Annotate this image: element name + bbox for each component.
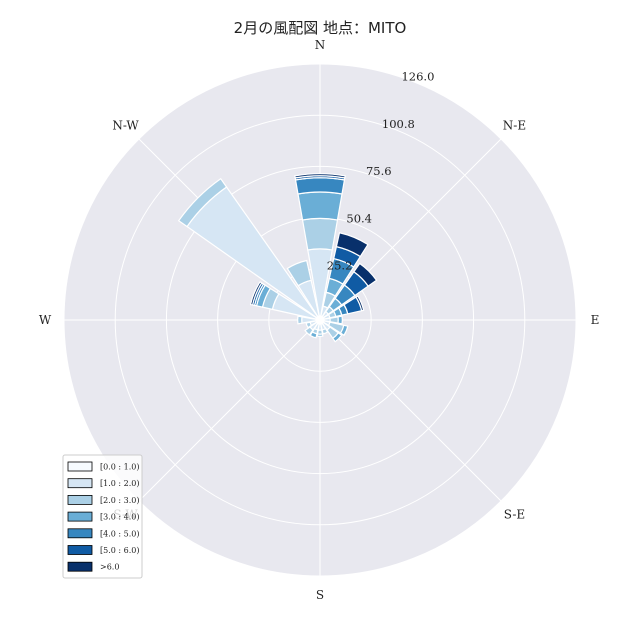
legend-swatch — [67, 561, 93, 572]
radial-tick-label: 75.6 — [366, 164, 392, 178]
legend-label: [5.0 : 6.0) — [100, 546, 139, 555]
bar-SSW-bin-3 — [309, 331, 318, 339]
bar-NE-bin-6 — [353, 262, 378, 287]
chart-title: 2月の風配図 地点：MITO — [234, 19, 407, 37]
direction-label-w: W — [39, 313, 52, 327]
direction-label-n-e: N-E — [503, 119, 526, 133]
legend-swatch — [67, 461, 93, 472]
legend-swatch — [67, 528, 93, 539]
direction-label-s-e: S-E — [504, 507, 525, 521]
legend-swatch — [67, 494, 93, 505]
legend-swatch — [67, 545, 93, 555]
radial-tick-label: 126.0 — [401, 69, 434, 83]
legend-label: [3.0 : 4.0) — [100, 513, 139, 522]
legend-label: [2.0 : 3.0) — [100, 496, 139, 505]
bar-S-bin-3 — [316, 333, 324, 337]
bar-N-bin-4 — [294, 177, 346, 195]
direction-label-e: E — [591, 313, 600, 327]
bar-E-bin-3 — [337, 315, 343, 325]
legend-label: >6.0 — [100, 563, 119, 572]
direction-label-n-w: N-W — [112, 119, 139, 133]
direction-label-n: N — [315, 38, 326, 52]
legend-swatch — [67, 478, 93, 489]
legend-label: [4.0 : 5.0) — [100, 529, 139, 538]
bar-WSW-bin-2 — [305, 321, 313, 329]
radial-tick-label: 100.8 — [382, 117, 415, 131]
legend-label: [1.0 : 2.0) — [100, 479, 139, 488]
bar-SSE-bin-2 — [321, 327, 329, 335]
bar-WNW-bin-6 — [249, 281, 263, 306]
angular-gridline — [138, 319, 321, 502]
legend-swatch — [67, 511, 93, 522]
bar-ESE-bin-3 — [339, 324, 349, 337]
bar-N-bin-6 — [294, 173, 346, 179]
legend-label: [0.0 : 1.0) — [100, 463, 139, 472]
bar-NNW-bin-2 — [286, 259, 312, 287]
bar-W-bin-2 — [297, 315, 303, 325]
bar-NW-bin-2 — [177, 177, 228, 228]
bar-N-bin-2 — [301, 217, 339, 251]
angular-gridline — [319, 319, 502, 502]
bar-SE-bin-3 — [332, 332, 343, 343]
bar-ENE-bin-6 — [355, 295, 365, 312]
direction-label-s: S — [316, 588, 324, 602]
radial-tick-label: 25.2 — [327, 259, 353, 273]
bar-N-bin-3 — [297, 191, 343, 221]
bar-NNE-bin-6 — [335, 232, 369, 258]
bar-SW-bin-2 — [304, 326, 314, 336]
legend: [0.0 : 1.0) [1.0 : 2.0) [2.0 : 3.0) [3.0 : … — [62, 454, 143, 579]
radial-tick-label: 50.4 — [346, 211, 372, 225]
